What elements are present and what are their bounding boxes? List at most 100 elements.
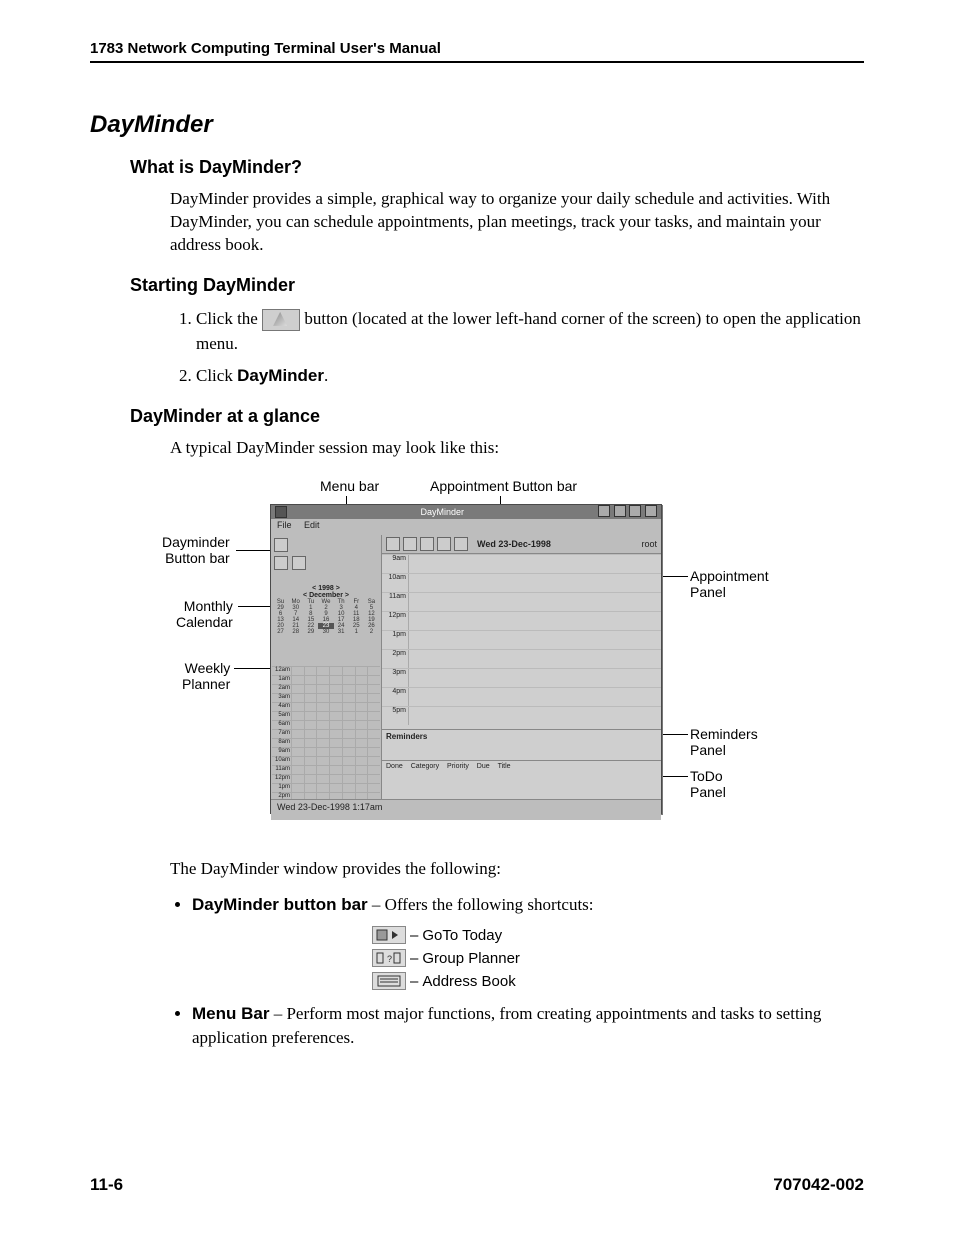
planner-cell[interactable]: [342, 721, 355, 729]
planner-cell[interactable]: [316, 694, 329, 702]
planner-cell[interactable]: [355, 739, 368, 747]
planner-cell[interactable]: [367, 748, 380, 756]
planner-cell[interactable]: [329, 766, 342, 774]
monthly-calendar[interactable]: < 1998 > < December > SuMoTuWeThFrSa 293…: [271, 583, 381, 665]
planner-cell[interactable]: [316, 712, 329, 720]
menu-edit[interactable]: Edit: [304, 520, 320, 530]
planner-row[interactable]: 8am: [272, 738, 380, 747]
planner-cell[interactable]: [342, 766, 355, 774]
planner-cell[interactable]: [342, 703, 355, 711]
slot-cell[interactable]: [408, 593, 661, 611]
planner-cell[interactable]: [355, 766, 368, 774]
appointment-panel[interactable]: 9am10am11am12pm1pm2pm3pm4pm5pm: [382, 554, 661, 729]
planner-cell[interactable]: [291, 748, 304, 756]
planner-row[interactable]: 12am: [272, 666, 380, 675]
planner-cell[interactable]: [316, 721, 329, 729]
planner-cell[interactable]: [304, 766, 317, 774]
planner-cell[interactable]: [355, 685, 368, 693]
cal-day[interactable]: 29: [303, 629, 318, 635]
planner-cell[interactable]: [329, 667, 342, 675]
restore-button[interactable]: [629, 505, 641, 517]
slot-cell[interactable]: [408, 650, 661, 668]
planner-cell[interactable]: [329, 676, 342, 684]
planner-cell[interactable]: [316, 766, 329, 774]
appointment-slot[interactable]: 10am: [382, 573, 661, 592]
planner-cell[interactable]: [367, 739, 380, 747]
appt-icon[interactable]: [420, 537, 434, 551]
cal-prev-month[interactable]: <: [303, 592, 307, 599]
close-button[interactable]: [645, 505, 657, 517]
planner-cell[interactable]: [329, 694, 342, 702]
planner-cell[interactable]: [304, 748, 317, 756]
planner-cell[interactable]: [304, 685, 317, 693]
planner-cell[interactable]: [367, 766, 380, 774]
planner-row[interactable]: 1am: [272, 675, 380, 684]
planner-cell[interactable]: [304, 676, 317, 684]
planner-cell[interactable]: [329, 748, 342, 756]
planner-cell[interactable]: [355, 730, 368, 738]
address-book-icon[interactable]: [292, 556, 306, 570]
planner-cell[interactable]: [316, 703, 329, 711]
slot-cell[interactable]: [408, 612, 661, 630]
todo-col-priority[interactable]: Priority: [447, 763, 469, 770]
planner-cell[interactable]: [367, 793, 380, 799]
planner-cell[interactable]: [329, 757, 342, 765]
planner-cell[interactable]: [342, 730, 355, 738]
planner-cell[interactable]: [304, 667, 317, 675]
slot-cell[interactable]: [408, 555, 661, 573]
planner-cell[interactable]: [329, 703, 342, 711]
cal-day[interactable]: 2: [364, 629, 379, 635]
planner-row[interactable]: 10am: [272, 756, 380, 765]
planner-cell[interactable]: [304, 739, 317, 747]
planner-cell[interactable]: [329, 784, 342, 792]
planner-cell[interactable]: [291, 757, 304, 765]
planner-cell[interactable]: [329, 775, 342, 783]
cal-next-month[interactable]: >: [345, 592, 349, 599]
planner-cell[interactable]: [355, 703, 368, 711]
planner-cell[interactable]: [316, 676, 329, 684]
planner-cell[interactable]: [291, 793, 304, 799]
planner-cell[interactable]: [342, 757, 355, 765]
appointment-slot[interactable]: 11am: [382, 592, 661, 611]
planner-cell[interactable]: [329, 712, 342, 720]
planner-cell[interactable]: [304, 793, 317, 799]
planner-cell[interactable]: [367, 667, 380, 675]
planner-row[interactable]: 6am: [272, 720, 380, 729]
planner-cell[interactable]: [367, 784, 380, 792]
todo-col-category[interactable]: Category: [411, 763, 439, 770]
planner-cell[interactable]: [316, 793, 329, 799]
reminders-panel[interactable]: Reminders: [382, 729, 661, 760]
cal-day[interactable]: 27: [273, 629, 288, 635]
planner-cell[interactable]: [316, 685, 329, 693]
planner-cell[interactable]: [367, 721, 380, 729]
planner-cell[interactable]: [367, 730, 380, 738]
planner-cell[interactable]: [355, 721, 368, 729]
planner-cell[interactable]: [329, 793, 342, 799]
planner-cell[interactable]: [355, 775, 368, 783]
appointment-slot[interactable]: 2pm: [382, 649, 661, 668]
planner-cell[interactable]: [342, 748, 355, 756]
planner-cell[interactable]: [367, 694, 380, 702]
planner-cell[interactable]: [316, 775, 329, 783]
planner-row[interactable]: 4am: [272, 702, 380, 711]
planner-cell[interactable]: [355, 712, 368, 720]
planner-cell[interactable]: [329, 685, 342, 693]
planner-cell[interactable]: [342, 685, 355, 693]
planner-cell[interactable]: [355, 757, 368, 765]
goto-today-icon[interactable]: [274, 538, 288, 552]
planner-cell[interactable]: [316, 748, 329, 756]
planner-cell[interactable]: [316, 784, 329, 792]
planner-cell[interactable]: [304, 712, 317, 720]
planner-cell[interactable]: [291, 667, 304, 675]
planner-cell[interactable]: [316, 730, 329, 738]
planner-cell[interactable]: [342, 667, 355, 675]
planner-cell[interactable]: [355, 694, 368, 702]
planner-cell[interactable]: [291, 685, 304, 693]
planner-row[interactable]: 2pm: [272, 792, 380, 799]
planner-row[interactable]: 3am: [272, 693, 380, 702]
slot-cell[interactable]: [408, 707, 661, 725]
planner-cell[interactable]: [342, 676, 355, 684]
minimize-button[interactable]: [598, 505, 610, 517]
appointment-slot[interactable]: 3pm: [382, 668, 661, 687]
planner-cell[interactable]: [304, 721, 317, 729]
